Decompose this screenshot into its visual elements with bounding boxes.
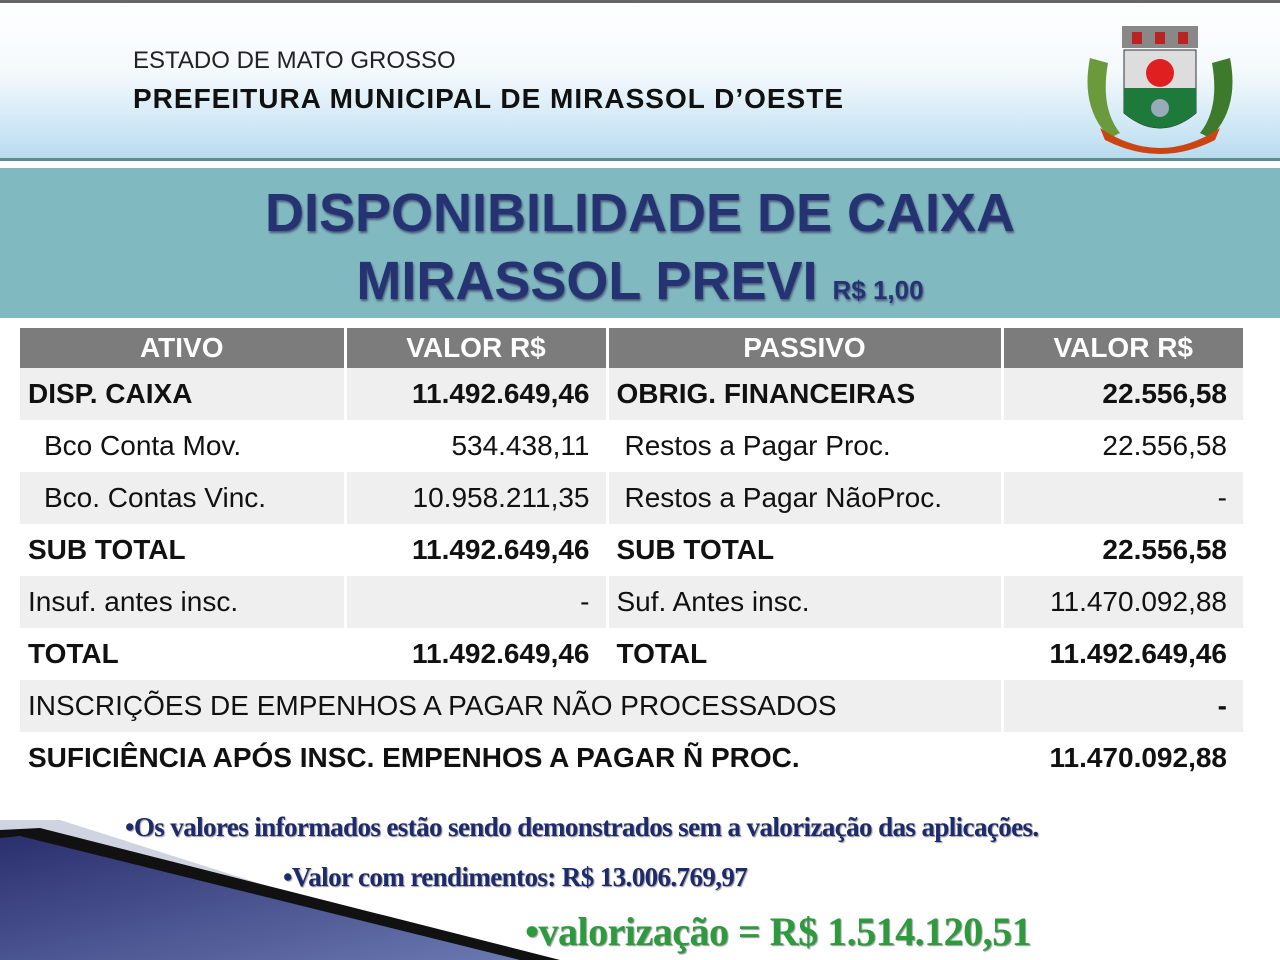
cell: Restos a Pagar NãoProc. (607, 472, 1004, 524)
prefecture-name: PREFEITURA MUNICIPAL DE MIRASSOL D’OESTE (133, 83, 845, 114)
cell: SUFICIÊNCIA APÓS INSC. EMPENHOS A PAGAR … (20, 732, 1004, 784)
cell: Bco. Contas Vinc. (20, 472, 347, 524)
cell: SUB TOTAL (607, 524, 1004, 576)
header-valor-ativo: VALOR R$ (345, 328, 609, 368)
header-ativo: ATIVO (20, 328, 347, 368)
table-row: TOTAL 11.492.649,46 TOTAL 11.492.649,46 (20, 628, 1246, 680)
cell: Insuf. antes insc. (20, 576, 347, 628)
unit-label: R$ 1,00 (832, 275, 924, 305)
title-band: DISPONIBILIDADE DE CAIXA MIRASSOL PREVI … (0, 168, 1280, 318)
table-row: Insuf. antes insc. - Suf. Antes insc. 11.4… (20, 576, 1246, 628)
page-subtitle: MIRASSOL PREVI R$ 1,00 (0, 250, 1280, 312)
cell: - (1002, 472, 1246, 524)
cell: INSCRIÇÕES DE EMPENHOS A PAGAR NÃO PROCE… (20, 680, 1004, 732)
cell: - (1002, 680, 1246, 732)
cell: 11.492.649,46 (345, 368, 609, 420)
cell: SUB TOTAL (20, 524, 347, 576)
cell: 534.438,11 (345, 420, 609, 472)
header-divider (0, 158, 1280, 161)
header-passivo: PASSIVO (607, 328, 1004, 368)
cell: 11.492.649,46 (345, 628, 609, 680)
table-row: Bco Conta Mov. 534.438,11 Restos a Pagar … (20, 420, 1246, 472)
cell: Suf. Antes insc. (607, 576, 1004, 628)
cell: TOTAL (607, 628, 1004, 680)
cell: Restos a Pagar Proc. (607, 420, 1004, 472)
note-appreciation: •valorização = R$ 1.514.120,51 (525, 909, 1032, 954)
cell: 11.492.649,46 (1002, 628, 1246, 680)
cell: 22.556,58 (1002, 420, 1246, 472)
cell: OBRIG. FINANCEIRAS (607, 368, 1004, 420)
cell: 11.470.092,88 (1002, 732, 1246, 784)
header-valor-passivo: VALOR R$ (1002, 328, 1246, 368)
table-row: DISP. CAIXA 11.492.649,46 OBRIG. FINANCEI… (20, 368, 1246, 420)
table-row-suficiencia: SUFICIÊNCIA APÓS INSC. EMPENHOS A PAGAR … (20, 732, 1246, 784)
cell: 22.556,58 (1002, 368, 1246, 420)
cell: 10.958.211,35 (345, 472, 609, 524)
subtitle-text: MIRASSOL PREVI (356, 251, 818, 311)
cell: - (345, 576, 609, 628)
slide-header: ESTADO DE MATO GROSSO PREFEITURA MUNICIP… (0, 0, 1280, 158)
state-name: ESTADO DE MATO GROSSO (133, 47, 456, 74)
table-header-row: ATIVO VALOR R$ PASSIVO VALOR R$ (20, 328, 1246, 368)
cell: 22.556,58 (1002, 524, 1246, 576)
note-yield-value: •Valor com rendimentos: R$ 13.006.769,97 (283, 862, 748, 892)
cell: 11.492.649,46 (345, 524, 609, 576)
cell: Bco Conta Mov. (20, 420, 347, 472)
cash-availability-table: ATIVO VALOR R$ PASSIVO VALOR R$ DISP. CA… (20, 328, 1246, 784)
table-row-inscricoes: INSCRIÇÕES DE EMPENHOS A PAGAR NÃO PROCE… (20, 680, 1246, 732)
table-row: SUB TOTAL 11.492.649,46 SUB TOTAL 22.556,5… (20, 524, 1246, 576)
note-valuation: •Os valores informados estão sendo demon… (125, 812, 1039, 842)
coat-of-arms-icon (1087, 26, 1233, 154)
page-title: DISPONIBILIDADE DE CAIXA (264, 183, 1016, 243)
decorative-swoosh (0, 820, 560, 960)
cell: TOTAL (20, 628, 347, 680)
table-row: Bco. Contas Vinc. 10.958.211,35 Restos a … (20, 472, 1246, 524)
cell: 11.470.092,88 (1002, 576, 1246, 628)
cell: DISP. CAIXA (20, 368, 347, 420)
